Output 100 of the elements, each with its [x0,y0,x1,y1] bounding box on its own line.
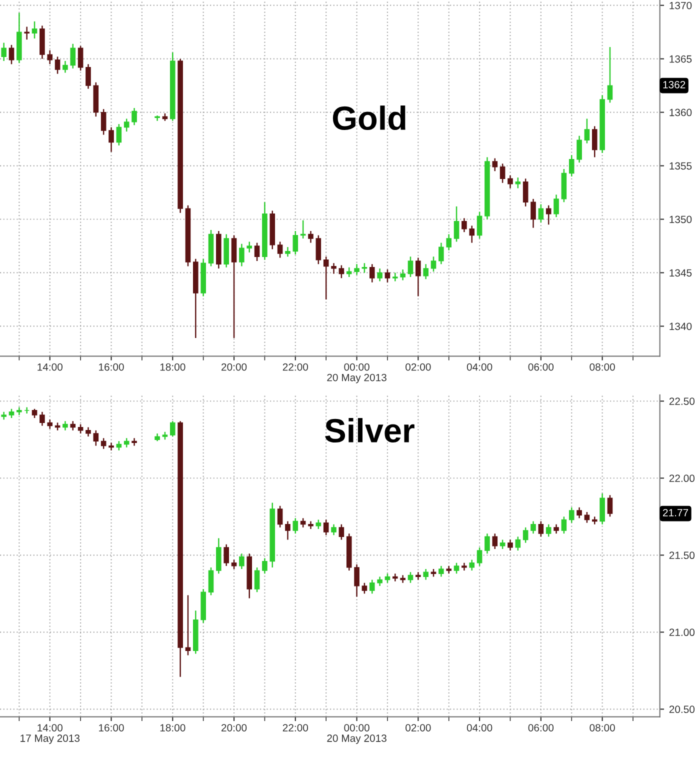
candlestick [522,178,528,208]
y-tick-label: 1370 [670,2,692,10]
x-tick-label: 08:00 [590,363,615,371]
candlestick [462,218,467,233]
candlestick [292,230,298,256]
candlestick [400,574,406,584]
candlestick [32,20,38,40]
x-tick-label: 04:00 [466,724,492,732]
candlestick [246,241,252,254]
candlestick [47,50,53,65]
candlestick [469,559,475,572]
candlestick [185,594,191,656]
x-tick-label: 22:00 [282,724,308,732]
x-tick-label: 06:00 [528,724,554,732]
candlestick [530,198,536,228]
candlestick [331,524,336,536]
candlestick [408,256,414,278]
candlestick [285,520,290,540]
x-tick-label: 04:00 [466,363,492,371]
x-tick-label: 18:00 [160,363,186,371]
candlestick [492,158,498,172]
candlestick [454,206,460,242]
candlestick [100,437,106,450]
candlestick [476,211,482,240]
candlestick [500,539,506,550]
candlestick [331,262,336,274]
y-tick-label: 1360 [670,108,692,116]
candlestick [554,524,559,534]
candlestick [132,107,137,126]
candlestick [408,571,414,584]
x-tick-label: 08:00 [590,724,615,732]
candlestick [8,44,14,65]
text: 1362 [663,80,686,88]
candlestick [508,174,513,189]
candlestick [254,242,260,262]
candlestick [546,204,552,226]
candlestick [423,568,428,580]
candlestick [592,516,598,525]
x-tick-label: 20:00 [222,363,247,371]
text: Silver [325,418,414,443]
candlestick [8,408,14,419]
text: 21.77 [663,508,688,516]
candlestick [323,519,329,536]
y-tick-label: 1345 [670,269,692,277]
candlestick [277,505,283,528]
candlestick [62,60,68,74]
candlestick [515,536,521,552]
x-tick-label: 16:00 [99,363,124,371]
candlestick [300,518,306,528]
candlestick [384,268,390,283]
candlestick [285,246,290,258]
candlestick [377,576,382,587]
x-tick-label: 06:00 [528,363,554,371]
candlestick [377,268,382,282]
candlestick [546,524,552,538]
x-tick-label: 02:00 [406,724,431,732]
candlestick [24,26,30,40]
candlestick [32,408,38,419]
candlestick [576,135,582,164]
candlestick [538,520,544,538]
text: Gold [332,106,406,130]
candlestick [369,264,375,283]
candlestick [231,559,237,570]
candlestick [47,418,53,430]
candlestick [24,406,30,414]
x-tick-label: 02:00 [406,363,431,371]
candlestick [423,264,428,280]
y-tick-label: 1340 [670,322,692,330]
candlestick [78,45,84,72]
candlestick [446,234,452,251]
candlestick [430,256,436,272]
candlestick [254,566,260,593]
candlestick [70,420,76,432]
candlestick [400,268,406,281]
candlestick [384,573,390,584]
candlestick [231,234,237,339]
candlestick [568,506,574,524]
candlestick [492,532,498,550]
candlestick [416,257,421,297]
x-tick-label: 18:00 [160,724,186,732]
y-tick-label: 1355 [670,162,692,170]
candlestick [584,511,590,524]
y-tick-label: 21.50 [669,552,695,560]
candlestick [62,420,68,432]
x-tick-label: 20:00 [222,724,247,732]
candlestick [108,126,114,152]
candlestick [362,262,368,274]
candlestick [354,264,360,276]
candlestick [100,108,106,136]
candlestick [500,163,506,184]
candlestick [530,520,536,534]
candlestick [208,566,214,596]
candlestick [476,546,482,567]
candlestick [116,440,122,452]
candlestick [124,118,130,132]
candlestick [469,225,475,244]
candlestick [600,492,605,525]
candlestick [416,571,421,580]
x-tick-label: 00:00 20 May 2013 [327,724,386,744]
candlestick [392,573,398,582]
